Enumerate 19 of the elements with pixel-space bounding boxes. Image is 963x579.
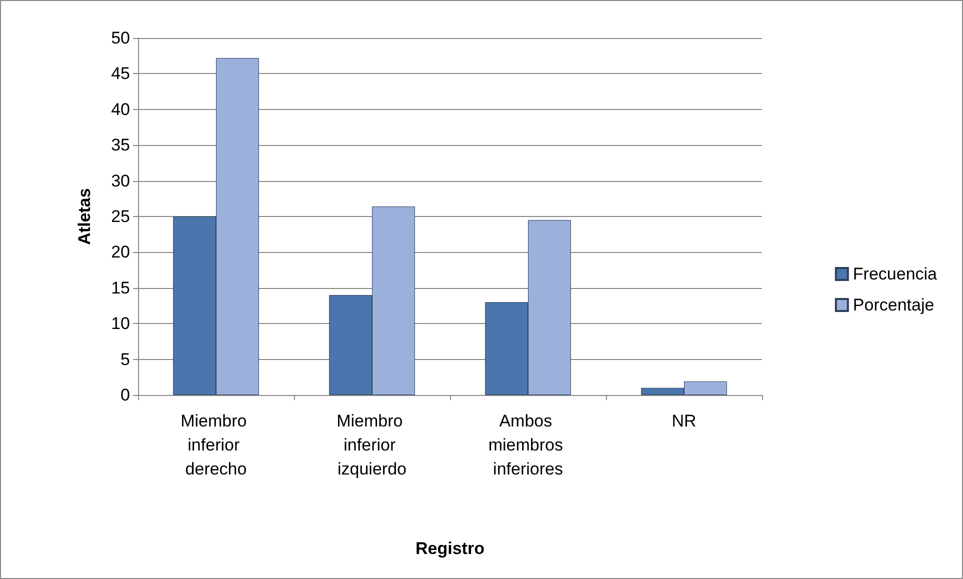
y-axis-title: Atletas <box>75 188 94 245</box>
y-tick-label: 5 <box>120 350 130 369</box>
y-tick-label: 20 <box>111 242 130 262</box>
x-tick-label: Miembro inferior izquierdo <box>336 412 408 478</box>
y-tick-label: 45 <box>111 64 130 84</box>
y-tick-label: 15 <box>111 278 130 298</box>
x-tick-label: NR <box>672 412 696 430</box>
y-tick-label: 50 <box>111 28 130 48</box>
y-tick-label: 10 <box>111 314 130 334</box>
y-tick-label: 0 <box>120 386 130 404</box>
y-tick-label: 40 <box>111 100 130 119</box>
y-tick-label: 35 <box>111 136 130 155</box>
legend-label: Porcentaje <box>852 296 934 314</box>
x-axis-title: Registro <box>416 539 484 558</box>
x-tick-label: Ambos miembros inferiores <box>488 412 568 478</box>
legend-label: Frecuencia <box>852 264 938 284</box>
x-tick-label: Miembro inferior derecho <box>180 412 252 478</box>
y-tick-label: 25 <box>111 207 130 226</box>
y-tick-label: 30 <box>111 171 130 190</box>
